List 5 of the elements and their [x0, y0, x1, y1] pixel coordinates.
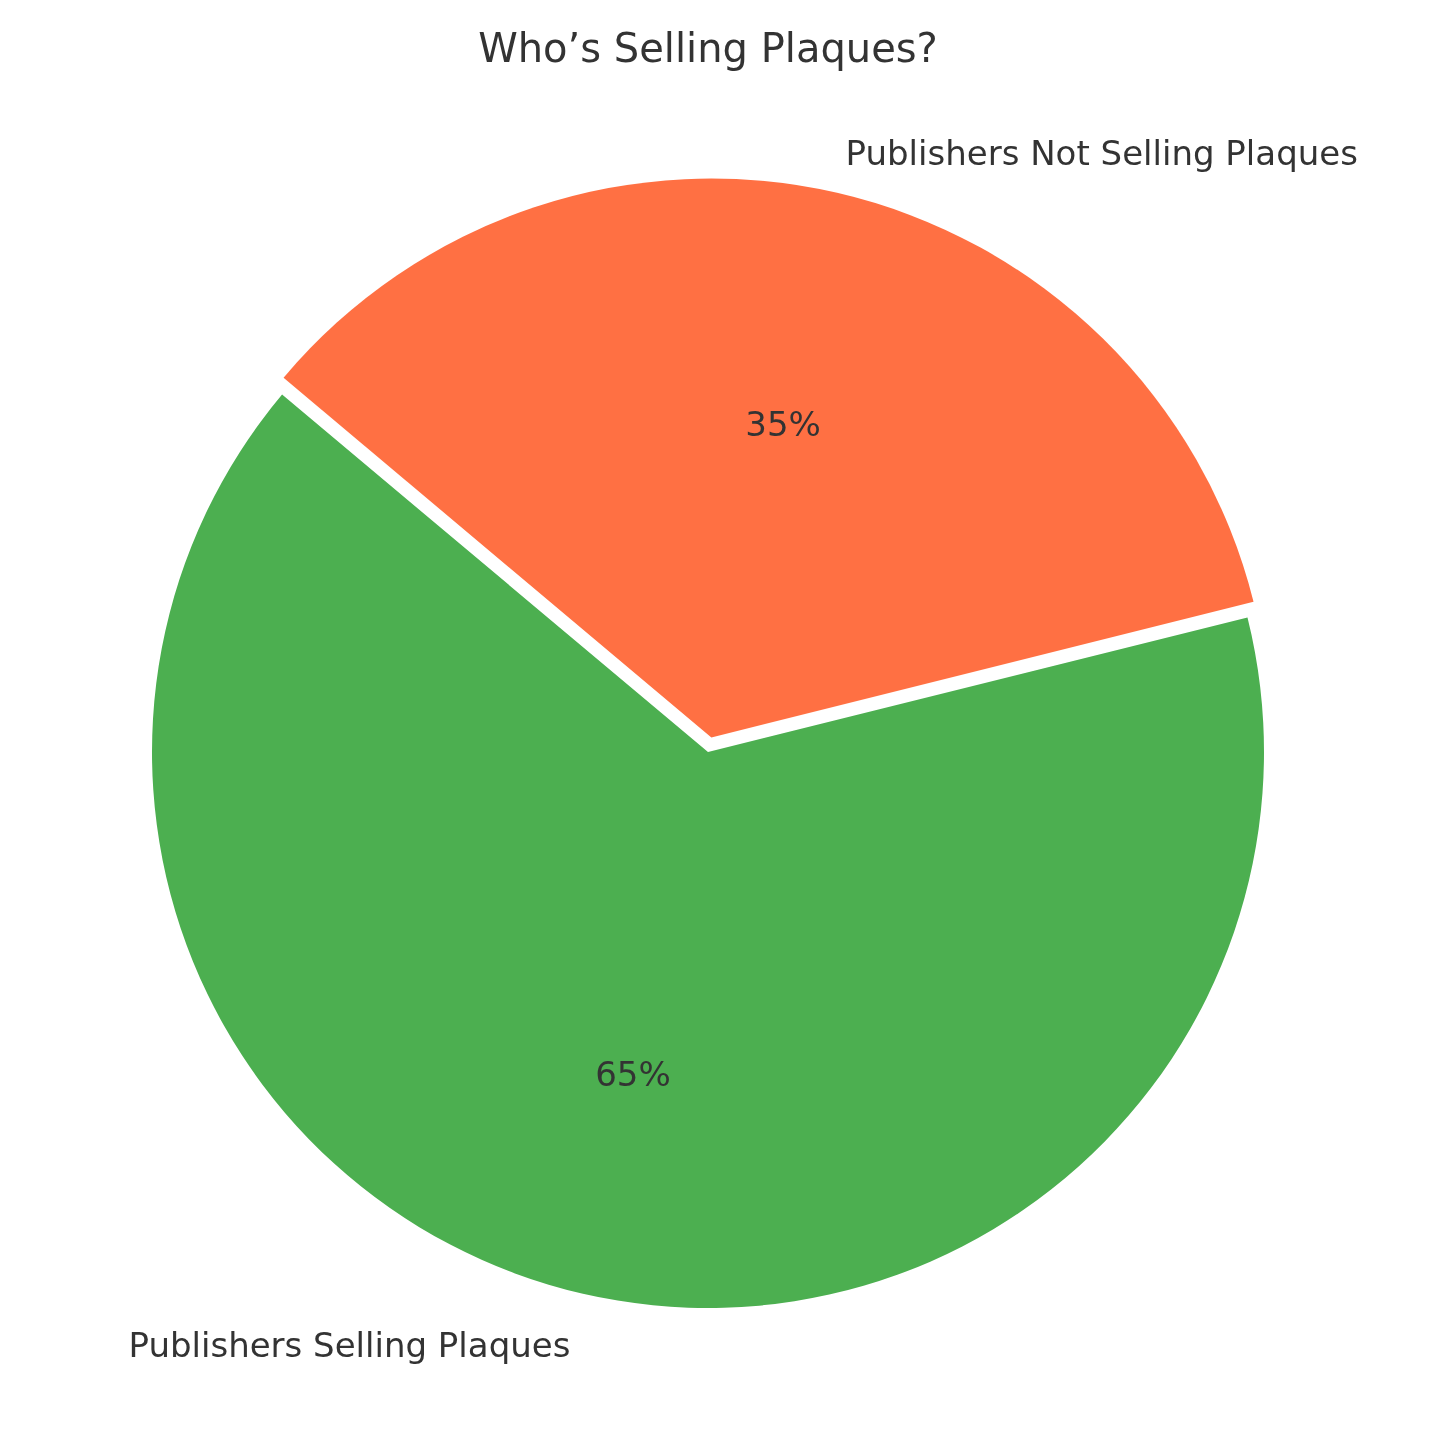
chart-title: Who’s Selling Plaques?	[478, 25, 938, 72]
data-label: 65%	[595, 1053, 671, 1094]
slice-label: Publishers Not Selling Plaques	[845, 132, 1358, 173]
data-label: 35%	[745, 403, 821, 444]
slice-label: Publishers Selling Plaques	[128, 1324, 571, 1365]
